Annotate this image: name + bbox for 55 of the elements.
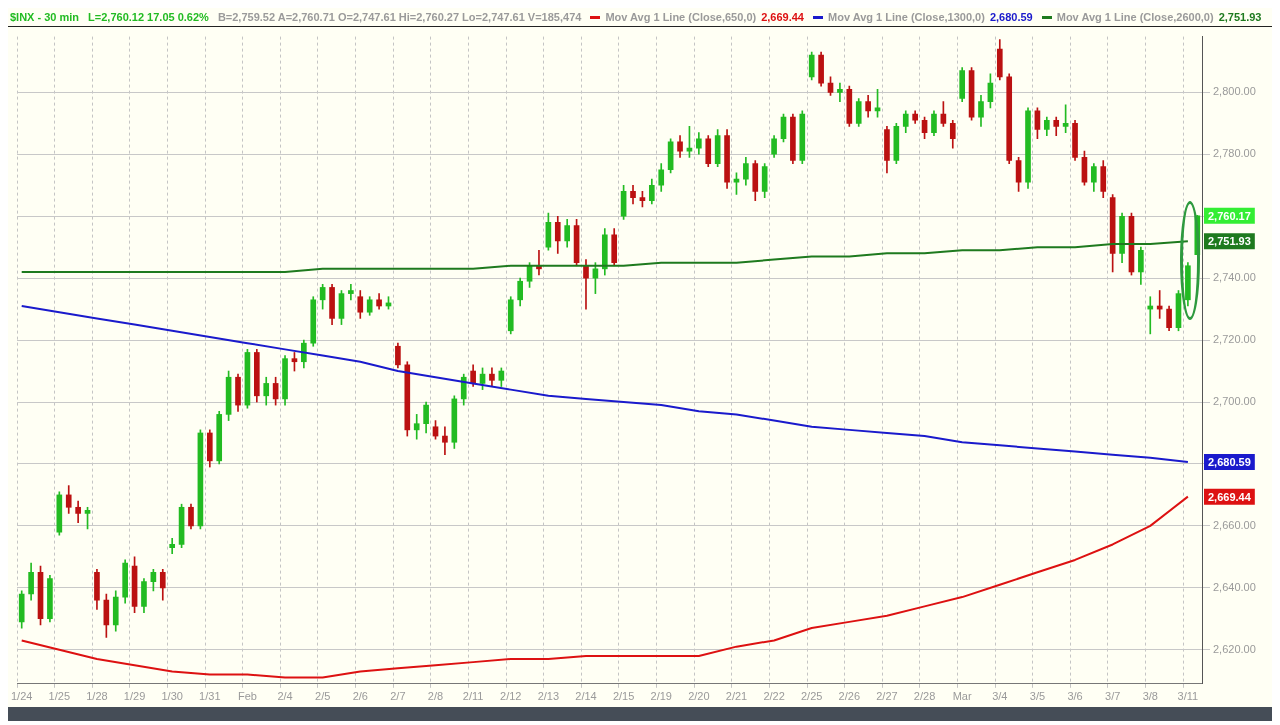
y-tick-label: 2,620.00 [1213,642,1256,655]
candlestick [442,426,448,455]
candlestick [837,82,843,102]
x-tick-label: 2/20 [688,690,710,703]
x-tick-label: 2/14 [575,690,597,703]
chart-subtitle: L=2,760.12 17.05 0.62% [88,11,209,23]
x-tick-label: 2/13 [537,690,560,703]
x-tick-label: 2/19 [650,690,672,703]
x-tick-label: Mar [952,690,972,703]
x-tick-label: 2/21 [725,690,748,703]
text: 2,680.59 [989,11,1033,23]
x-tick-label: 3/4 [992,690,1008,703]
x-tick-label: 1/25 [48,690,71,703]
y-tick-label: 2,800.00 [1213,85,1256,98]
x-tick-label: Feb [237,690,257,703]
legend-label: Mov Avg 1 Line (Close,2600,0) [1056,11,1214,23]
x-tick-label: 2/22 [763,690,785,703]
legend-label: Mov Avg 1 Line (Close,1300,0) [828,11,985,23]
x-tick-label: 2/7 [390,690,406,703]
x-tick-label: 1/28 [86,690,108,703]
x-tick-label: 1/29 [123,690,146,703]
x-tick-label: 2/27 [876,690,898,703]
x-tick-label: 3/8 [1142,690,1158,703]
data-label: 2,680.59 [1208,456,1251,469]
y-tick-label: 2,740.00 [1213,271,1256,284]
x-tick-label: 1/24 [10,690,33,703]
x-tick-label: 3/7 [1105,690,1121,703]
y-tick-label: 2,780.00 [1213,147,1256,160]
y-tick-label: 2,720.00 [1213,333,1256,346]
x-tick-label: 2/25 [800,690,823,703]
legend-label: Mov Avg 1 Line (Close,650,0) [605,11,757,23]
data-label: 2,751.93 [1208,235,1251,248]
x-tick-label: 2/5 [315,690,331,703]
x-tick-label: 2/11 [462,690,484,703]
x-tick-label: 3/5 [1029,690,1046,703]
x-tick-label: 2/15 [612,690,635,703]
text: B=2,759.52 A=2,760.71 O=2,747.61 Hi=2,760.27 Lo=2,747.61 V=185,474 [217,11,582,23]
y-tick-label: 2,700.00 [1213,395,1256,408]
text: 2,760.17 [1208,209,1251,222]
x-tick-label: 2/26 [838,690,861,703]
y-tick-label: 2,660.00 [1213,518,1256,531]
x-tick-label: 2/6 [352,690,368,703]
x-tick-label: 2/4 [277,690,293,703]
x-tick-label: 2/8 [427,690,444,703]
x-tick-label: 1/30 [161,690,183,703]
x-tick-label: 3/11 [1177,690,1199,703]
x-tick-label: 3/6 [1067,690,1083,703]
x-tick-label: 1/31 [199,690,221,703]
y-tick-label: 2,640.00 [1213,580,1256,593]
text: 2,669.44 [761,11,804,23]
x-tick-label: 2/12 [500,690,522,703]
text: 2,751.93 [1218,11,1262,23]
chart-title: $INX - 30 min [10,11,80,23]
x-tick-label: 2/28 [913,690,936,703]
data-label: 2,669.44 [1208,490,1252,503]
